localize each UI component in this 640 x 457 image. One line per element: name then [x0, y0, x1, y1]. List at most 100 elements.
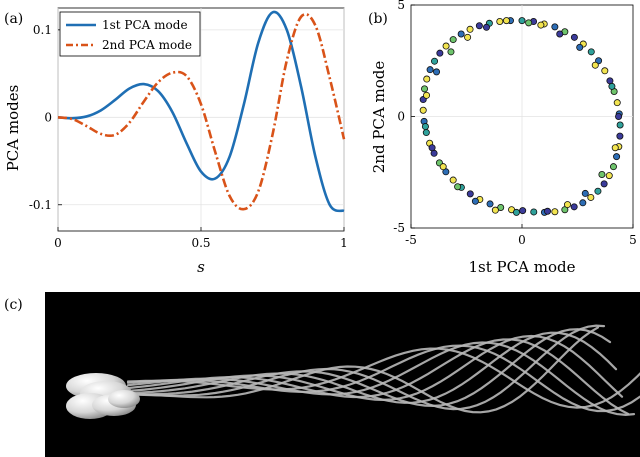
scatter-point [581, 189, 589, 197]
panel-b-label: (b) [368, 11, 388, 27]
flagellum-filament [126, 341, 636, 417]
scatter-point [486, 200, 494, 208]
x-tick-label: 0.5 [191, 236, 210, 250]
panel-b-ticks: -5 0 5 -5 0 5 [393, 0, 637, 247]
scatter-point [428, 144, 436, 152]
scatter-point [551, 23, 559, 31]
series-line-1st-pca-mode [57, 10, 345, 213]
panel-a-chart: 0 0.5 1-0.100.1 1st PCA mode 2nd PCA mode … [4, 7, 348, 276]
scatter-point [433, 68, 441, 76]
scatter-point [482, 23, 490, 31]
scatter-point [587, 48, 595, 56]
y-tick-label: 5 [397, 0, 405, 12]
x-tick-label: 0 [54, 236, 62, 250]
panel-a-x-axis-title: s [197, 258, 205, 276]
x-tick-label: 0 [518, 233, 526, 247]
panel-a-y-axis-title: PCA modes [4, 85, 22, 172]
scatter-point [525, 19, 533, 27]
scatter-point [598, 170, 606, 178]
x-tick-label: -5 [405, 233, 417, 247]
scatter-point [616, 121, 624, 129]
scatter-point [466, 190, 474, 198]
scatter-point [544, 207, 552, 215]
scatter-point [475, 22, 483, 30]
scatter-point [422, 129, 430, 137]
x-tick-label: 1 [340, 236, 348, 250]
scatter-point [464, 33, 472, 41]
scatter-point [587, 193, 595, 201]
scatter-point [570, 33, 578, 41]
panel-c-background [45, 292, 640, 457]
panel-b-y-axis-title: 2nd PCA mode [370, 61, 388, 174]
scatter-point [436, 49, 444, 57]
scatter-point [609, 163, 617, 171]
panel-a-label: (a) [4, 11, 23, 27]
panel-c-sperm-heads [66, 373, 140, 419]
scatter-point [442, 42, 450, 50]
scatter-point [502, 17, 510, 25]
x-tick-label: 5 [629, 233, 637, 247]
scatter-point [421, 123, 429, 131]
y-tick-label: 0.1 [33, 23, 52, 37]
scatter-point [439, 163, 447, 171]
panel-b-grid [411, 5, 633, 228]
scatter-point [551, 208, 559, 216]
panel-c-label: (c) [4, 297, 23, 313]
scatter-point [457, 30, 465, 38]
scatter-point [601, 67, 609, 75]
panel-c-render [45, 292, 640, 457]
scatter-point [518, 17, 526, 25]
scatter-point [454, 183, 462, 191]
scatter-point [613, 99, 621, 107]
y-tick-label: -0.1 [29, 198, 52, 212]
legend-label-2nd-pca: 2nd PCA mode [102, 38, 192, 52]
scatter-point [605, 172, 613, 180]
scatter-point [496, 18, 504, 26]
scatter-point [570, 203, 578, 211]
flagellum-filament [126, 347, 640, 409]
y-tick-label: 0 [44, 110, 52, 124]
scatter-point [613, 153, 621, 161]
flagellum-filament [126, 344, 640, 413]
y-tick-label: -5 [393, 221, 405, 235]
scatter-point [594, 187, 602, 195]
panel-c-filaments [126, 324, 640, 417]
scatter-point [426, 66, 434, 74]
scatter-point [579, 199, 587, 207]
legend-box [59, 11, 201, 57]
panel-b-x-axis-title: 1st PCA mode [469, 258, 576, 276]
scatter-point [519, 207, 527, 215]
panel-b-chart: -5 0 5 -5 0 5 2nd PCA mode 1st PCA mode [370, 0, 637, 276]
scatter-point [611, 144, 619, 152]
panel-a-series [57, 10, 346, 213]
legend-label-1st-pca: 1st PCA mode [102, 18, 188, 32]
scatter-point [556, 30, 564, 38]
scatter-point [466, 25, 474, 33]
scatter-point [491, 206, 499, 214]
scatter-point [608, 82, 616, 90]
scatter-point [447, 48, 455, 56]
panel-a-ticks: 0 0.5 1 -0.1 0 0.1 [29, 23, 348, 250]
panel-a-legend: 1st PCA mode 2nd PCA mode [59, 11, 201, 57]
scatter-point [421, 85, 429, 93]
scatter-point [600, 180, 608, 188]
sperm-head [108, 390, 140, 408]
panel-b-points [419, 17, 624, 216]
series-line-2nd-pca-mode [57, 12, 346, 211]
scatter-point [471, 197, 479, 205]
scatter-point [419, 106, 427, 114]
y-tick-label: 0 [397, 110, 405, 124]
scatter-point [423, 75, 431, 83]
scatter-point [530, 208, 538, 216]
scatter-point [431, 57, 439, 65]
scatter-point [591, 61, 599, 69]
scatter-point [512, 208, 520, 216]
scatter-point [564, 201, 572, 209]
scatter-point [423, 91, 431, 99]
scatter-point [616, 132, 624, 140]
scatter-point [449, 36, 457, 44]
scatter-point [537, 21, 545, 29]
scatter-point [576, 43, 584, 51]
scatter-point [615, 113, 623, 121]
